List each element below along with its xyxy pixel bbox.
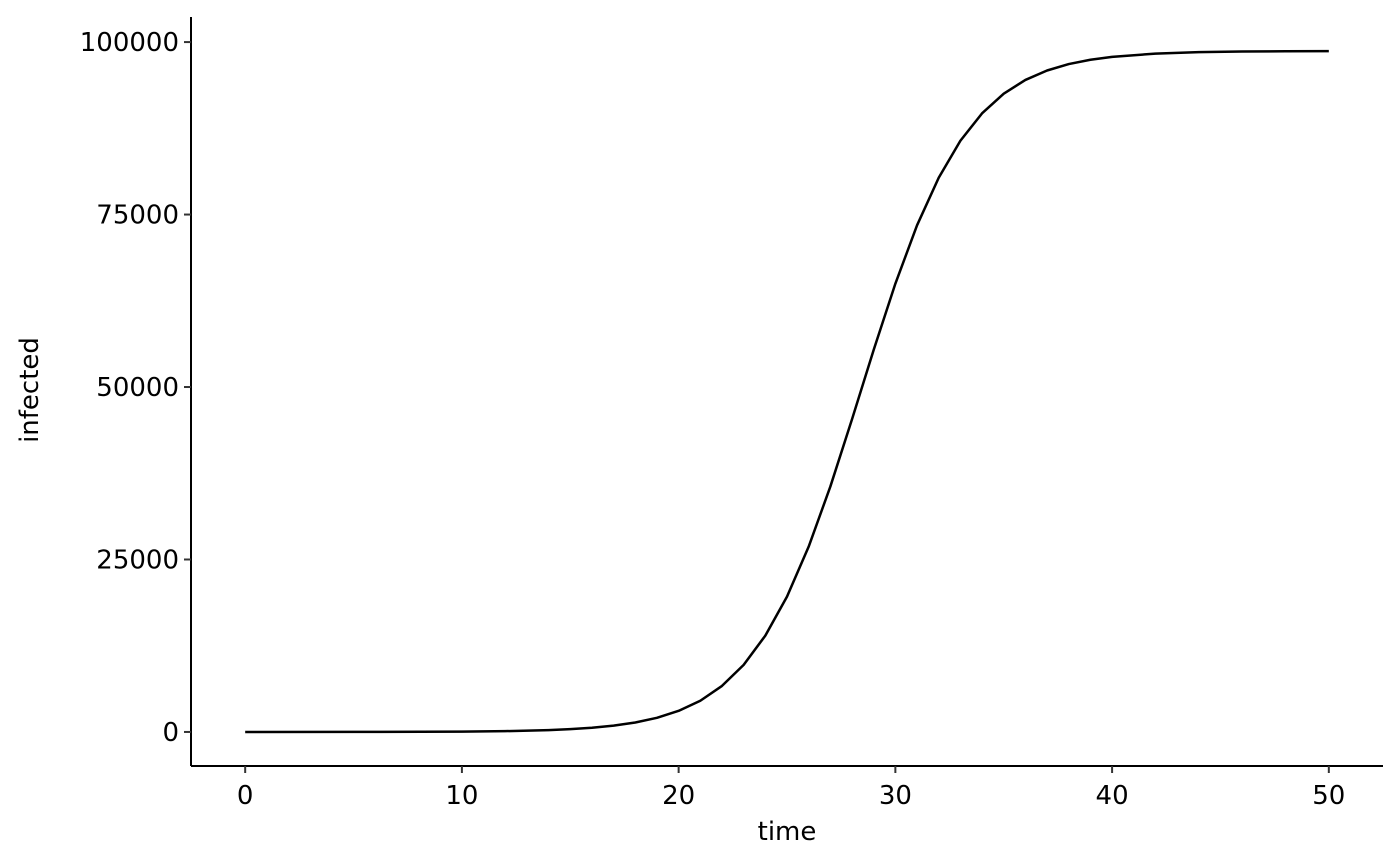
x-tick-label: 10	[445, 781, 478, 811]
x-tick-label: 50	[1312, 781, 1345, 811]
y-axis-label: infected	[15, 337, 45, 443]
x-tick-label: 0	[237, 781, 254, 811]
y-tick-label: 25000	[96, 545, 179, 575]
x-axis-label: time	[758, 817, 817, 847]
x-tick-label: 40	[1096, 781, 1129, 811]
y-tick-label: 0	[162, 718, 179, 748]
y-tick-label: 50000	[96, 373, 179, 403]
y-tick-label: 75000	[96, 201, 179, 231]
x-tick-label: 20	[662, 781, 695, 811]
x-tick-label: 30	[879, 781, 912, 811]
y-tick-label: 100000	[80, 28, 179, 58]
line	[245, 49, 1329, 734]
